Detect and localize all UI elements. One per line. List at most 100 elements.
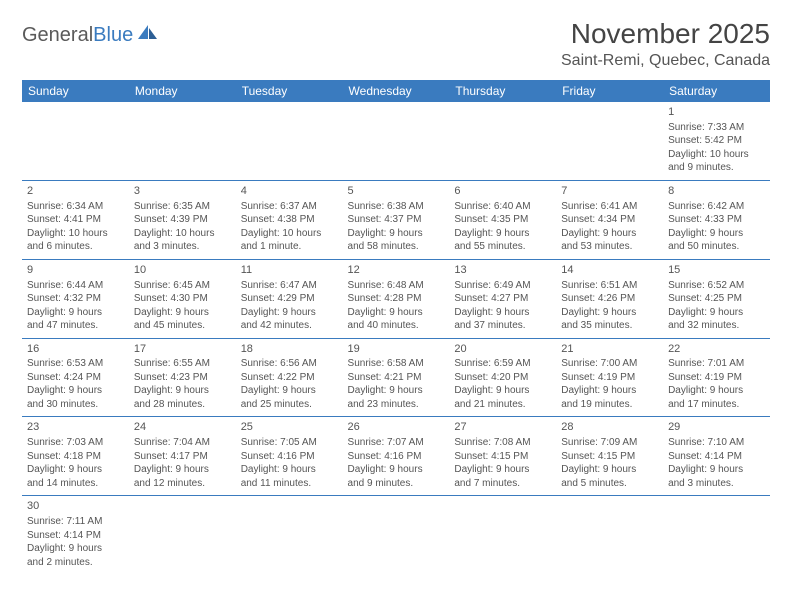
day-detail: Sunrise: 6:49 AM bbox=[454, 279, 551, 293]
calendar-body: 1Sunrise: 7:33 AMSunset: 5:42 PMDaylight… bbox=[22, 102, 770, 574]
day-detail: Daylight: 9 hours bbox=[27, 463, 124, 477]
day-detail: Daylight: 9 hours bbox=[27, 306, 124, 320]
weekday-header: Thursday bbox=[449, 80, 556, 102]
day-detail: Sunrise: 7:03 AM bbox=[27, 436, 124, 450]
day-detail: and 7 minutes. bbox=[454, 477, 551, 491]
calendar-empty bbox=[129, 102, 236, 180]
day-detail: Daylight: 9 hours bbox=[348, 227, 445, 241]
day-detail: Sunrise: 7:00 AM bbox=[561, 357, 658, 371]
calendar-week: 16Sunrise: 6:53 AMSunset: 4:24 PMDayligh… bbox=[22, 338, 770, 417]
day-number: 26 bbox=[348, 420, 445, 435]
calendar-week: 1Sunrise: 7:33 AMSunset: 5:42 PMDaylight… bbox=[22, 102, 770, 180]
calendar-day: 1Sunrise: 7:33 AMSunset: 5:42 PMDaylight… bbox=[663, 102, 770, 180]
day-detail: Sunrise: 6:37 AM bbox=[241, 200, 338, 214]
day-detail: Daylight: 9 hours bbox=[241, 384, 338, 398]
day-number: 29 bbox=[668, 420, 765, 435]
day-number: 11 bbox=[241, 263, 338, 278]
day-number: 17 bbox=[134, 342, 231, 357]
day-detail: Sunrise: 6:41 AM bbox=[561, 200, 658, 214]
day-detail: Sunset: 4:32 PM bbox=[27, 292, 124, 306]
day-detail: Sunset: 4:34 PM bbox=[561, 213, 658, 227]
day-detail: and 6 minutes. bbox=[27, 240, 124, 254]
day-detail: Sunset: 4:23 PM bbox=[134, 371, 231, 385]
calendar-day: 26Sunrise: 7:07 AMSunset: 4:16 PMDayligh… bbox=[343, 417, 450, 496]
calendar-empty bbox=[22, 102, 129, 180]
calendar-day: 22Sunrise: 7:01 AMSunset: 4:19 PMDayligh… bbox=[663, 338, 770, 417]
day-detail: and 9 minutes. bbox=[668, 161, 765, 175]
calendar-day: 12Sunrise: 6:48 AMSunset: 4:28 PMDayligh… bbox=[343, 259, 450, 338]
day-detail: Sunset: 4:30 PM bbox=[134, 292, 231, 306]
day-detail: Daylight: 9 hours bbox=[27, 542, 124, 556]
day-detail: Sunrise: 6:56 AM bbox=[241, 357, 338, 371]
day-detail: Daylight: 9 hours bbox=[241, 306, 338, 320]
day-detail: Daylight: 9 hours bbox=[668, 463, 765, 477]
calendar-day: 21Sunrise: 7:00 AMSunset: 4:19 PMDayligh… bbox=[556, 338, 663, 417]
day-number: 6 bbox=[454, 184, 551, 199]
calendar-day: 30Sunrise: 7:11 AMSunset: 4:14 PMDayligh… bbox=[22, 496, 129, 574]
calendar-day: 10Sunrise: 6:45 AMSunset: 4:30 PMDayligh… bbox=[129, 259, 236, 338]
day-number: 10 bbox=[134, 263, 231, 278]
day-detail: Sunrise: 6:48 AM bbox=[348, 279, 445, 293]
day-number: 15 bbox=[668, 263, 765, 278]
day-detail: Sunset: 4:19 PM bbox=[668, 371, 765, 385]
day-detail: Daylight: 9 hours bbox=[134, 463, 231, 477]
calendar-day: 23Sunrise: 7:03 AMSunset: 4:18 PMDayligh… bbox=[22, 417, 129, 496]
day-detail: Sunset: 4:17 PM bbox=[134, 450, 231, 464]
day-detail: and 28 minutes. bbox=[134, 398, 231, 412]
day-number: 9 bbox=[27, 263, 124, 278]
day-detail: Sunrise: 7:04 AM bbox=[134, 436, 231, 450]
calendar-empty bbox=[129, 496, 236, 574]
calendar-empty bbox=[343, 102, 450, 180]
day-detail: Sunrise: 6:40 AM bbox=[454, 200, 551, 214]
calendar-week: 23Sunrise: 7:03 AMSunset: 4:18 PMDayligh… bbox=[22, 417, 770, 496]
calendar-page: GeneralBlue November 2025 Saint-Remi, Qu… bbox=[0, 0, 792, 574]
day-detail: Sunrise: 7:08 AM bbox=[454, 436, 551, 450]
day-number: 1 bbox=[668, 105, 765, 120]
calendar-day: 27Sunrise: 7:08 AMSunset: 4:15 PMDayligh… bbox=[449, 417, 556, 496]
day-number: 30 bbox=[27, 499, 124, 514]
weekday-header: Friday bbox=[556, 80, 663, 102]
day-detail: Sunrise: 7:11 AM bbox=[27, 515, 124, 529]
month-title: November 2025 bbox=[561, 18, 770, 50]
day-detail: Sunrise: 6:35 AM bbox=[134, 200, 231, 214]
day-detail: Sunset: 4:41 PM bbox=[27, 213, 124, 227]
day-detail: Sunrise: 7:09 AM bbox=[561, 436, 658, 450]
day-detail: Sunset: 4:35 PM bbox=[454, 213, 551, 227]
day-detail: Sunrise: 7:07 AM bbox=[348, 436, 445, 450]
day-detail: Daylight: 10 hours bbox=[134, 227, 231, 241]
day-detail: Sunset: 4:15 PM bbox=[454, 450, 551, 464]
day-detail: Sunrise: 6:34 AM bbox=[27, 200, 124, 214]
day-detail: and 19 minutes. bbox=[561, 398, 658, 412]
calendar-empty bbox=[343, 496, 450, 574]
day-number: 25 bbox=[241, 420, 338, 435]
day-detail: Daylight: 9 hours bbox=[561, 227, 658, 241]
day-number: 27 bbox=[454, 420, 551, 435]
day-detail: Daylight: 9 hours bbox=[668, 306, 765, 320]
day-detail: Daylight: 9 hours bbox=[561, 463, 658, 477]
day-detail: Sunrise: 6:44 AM bbox=[27, 279, 124, 293]
day-detail: Daylight: 9 hours bbox=[454, 384, 551, 398]
day-detail: and 1 minute. bbox=[241, 240, 338, 254]
calendar-empty bbox=[236, 102, 343, 180]
weekday-header: Sunday bbox=[22, 80, 129, 102]
day-number: 7 bbox=[561, 184, 658, 199]
calendar-table: SundayMondayTuesdayWednesdayThursdayFrid… bbox=[22, 80, 770, 574]
day-detail: and 53 minutes. bbox=[561, 240, 658, 254]
day-detail: Sunset: 4:33 PM bbox=[668, 213, 765, 227]
weekday-header: Wednesday bbox=[343, 80, 450, 102]
day-detail: Daylight: 10 hours bbox=[27, 227, 124, 241]
day-detail: Sunset: 4:28 PM bbox=[348, 292, 445, 306]
day-detail: Sunset: 4:16 PM bbox=[348, 450, 445, 464]
day-detail: and 32 minutes. bbox=[668, 319, 765, 333]
day-detail: and 2 minutes. bbox=[27, 556, 124, 570]
day-detail: Sunrise: 7:05 AM bbox=[241, 436, 338, 450]
calendar-week: 9Sunrise: 6:44 AMSunset: 4:32 PMDaylight… bbox=[22, 259, 770, 338]
day-detail: and 3 minutes. bbox=[668, 477, 765, 491]
calendar-empty bbox=[556, 496, 663, 574]
day-detail: and 21 minutes. bbox=[454, 398, 551, 412]
day-detail: Daylight: 9 hours bbox=[454, 306, 551, 320]
day-detail: Sunset: 4:29 PM bbox=[241, 292, 338, 306]
day-detail: and 23 minutes. bbox=[348, 398, 445, 412]
day-detail: Daylight: 10 hours bbox=[241, 227, 338, 241]
day-number: 23 bbox=[27, 420, 124, 435]
